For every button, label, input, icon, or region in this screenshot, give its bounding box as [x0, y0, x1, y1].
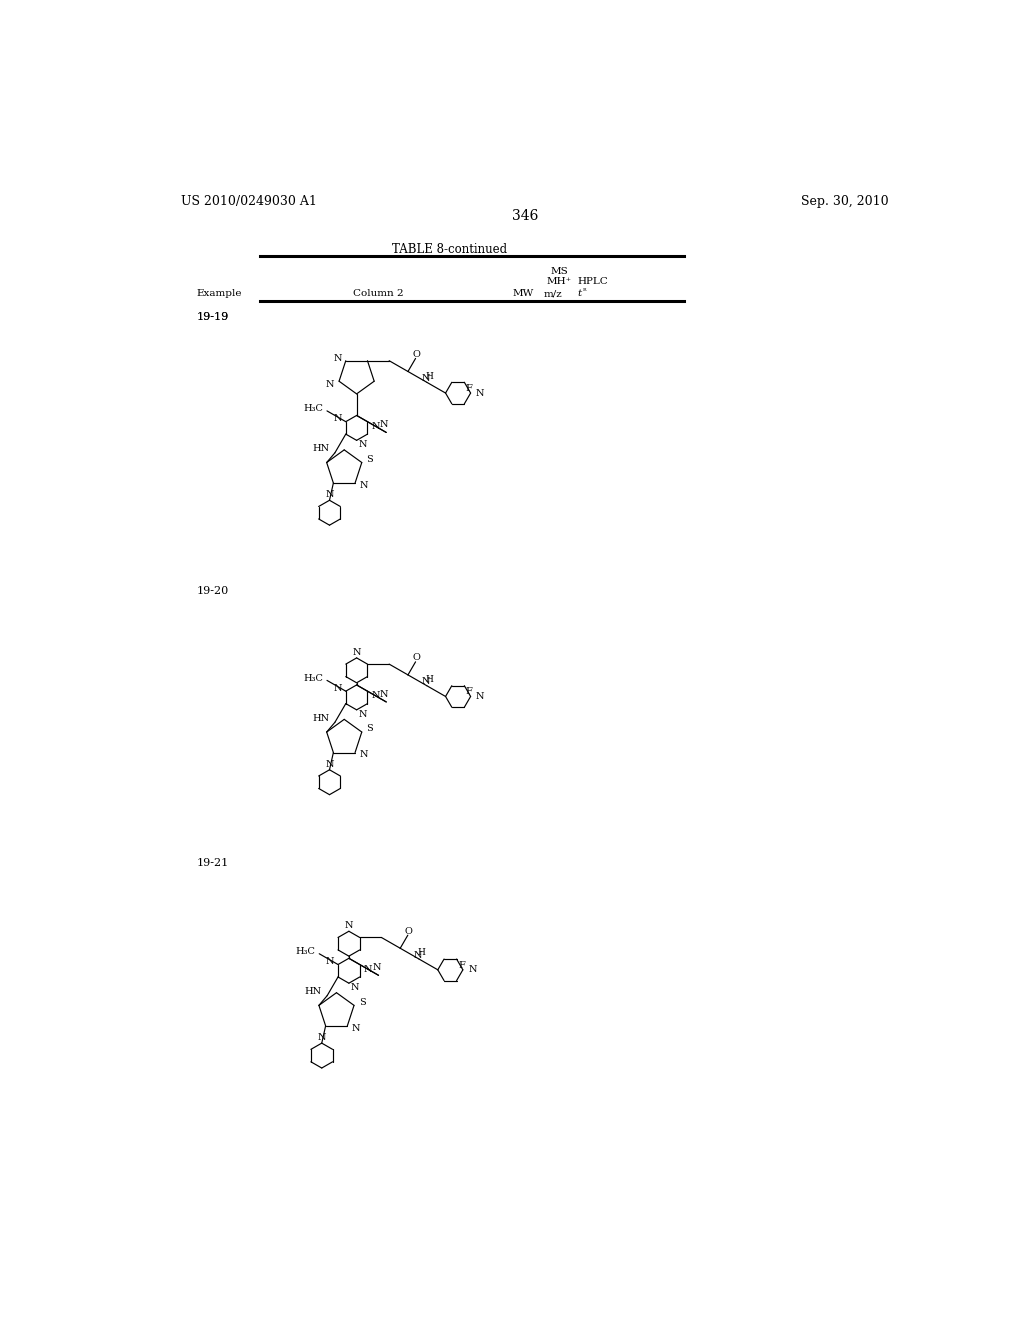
Text: N: N	[422, 677, 430, 686]
Text: 19-21: 19-21	[197, 858, 228, 867]
Text: N: N	[326, 380, 334, 389]
Text: N: N	[372, 422, 380, 430]
Text: H₃C: H₃C	[303, 673, 324, 682]
Text: N: N	[373, 964, 381, 972]
Text: m/z: m/z	[544, 289, 562, 298]
Text: US 2010/0249030 A1: US 2010/0249030 A1	[180, 195, 316, 209]
Text: N: N	[359, 750, 369, 759]
Text: S: S	[367, 725, 373, 734]
Text: N: N	[476, 388, 484, 397]
Text: N: N	[359, 480, 369, 490]
Text: 19-19: 19-19	[197, 313, 228, 322]
Text: O: O	[413, 653, 420, 663]
Text: H: H	[425, 372, 433, 380]
Text: N: N	[358, 441, 367, 450]
Text: F: F	[466, 688, 473, 697]
Text: N: N	[334, 354, 342, 363]
Text: N: N	[326, 760, 334, 768]
Text: S: S	[358, 998, 366, 1007]
Text: N: N	[380, 420, 388, 429]
Text: ᴿ: ᴿ	[583, 288, 587, 296]
Text: HN: HN	[312, 445, 330, 454]
Text: F: F	[466, 384, 473, 393]
Text: MH⁺: MH⁺	[547, 277, 571, 286]
Text: Sep. 30, 2010: Sep. 30, 2010	[801, 195, 889, 209]
Text: N: N	[380, 689, 388, 698]
Text: MW: MW	[512, 289, 534, 298]
Text: O: O	[413, 350, 420, 359]
Text: TABLE 8-continued: TABLE 8-continued	[392, 243, 507, 256]
Text: H: H	[418, 948, 425, 957]
Text: N: N	[334, 414, 342, 424]
Text: O: O	[404, 927, 413, 936]
Text: N: N	[468, 965, 477, 974]
Text: N: N	[352, 648, 360, 657]
Text: N: N	[364, 965, 372, 974]
Text: S: S	[367, 455, 373, 463]
Text: N: N	[372, 692, 380, 701]
Text: Column 2: Column 2	[352, 289, 403, 298]
Text: H₃C: H₃C	[296, 946, 315, 956]
Text: 19-20: 19-20	[197, 586, 228, 595]
Text: HPLC: HPLC	[578, 277, 608, 286]
Text: F: F	[458, 961, 465, 970]
Text: N: N	[422, 374, 430, 383]
Text: N: N	[334, 684, 342, 693]
Text: N: N	[350, 983, 359, 993]
Text: N: N	[414, 950, 423, 960]
Text: H: H	[425, 675, 433, 684]
Text: t: t	[578, 289, 582, 298]
Text: 346: 346	[512, 209, 538, 223]
Text: 19-19: 19-19	[197, 313, 228, 322]
Text: N: N	[326, 957, 334, 966]
Text: N: N	[345, 921, 353, 931]
Text: HN: HN	[304, 987, 322, 997]
Text: N: N	[352, 1024, 360, 1032]
Text: H₃C: H₃C	[303, 404, 324, 413]
Text: N: N	[326, 491, 334, 499]
Text: HN: HN	[312, 714, 330, 723]
Text: MS: MS	[550, 267, 568, 276]
Text: N: N	[358, 710, 367, 719]
Text: Example: Example	[197, 289, 242, 298]
Text: N: N	[317, 1034, 326, 1043]
Text: N: N	[476, 692, 484, 701]
